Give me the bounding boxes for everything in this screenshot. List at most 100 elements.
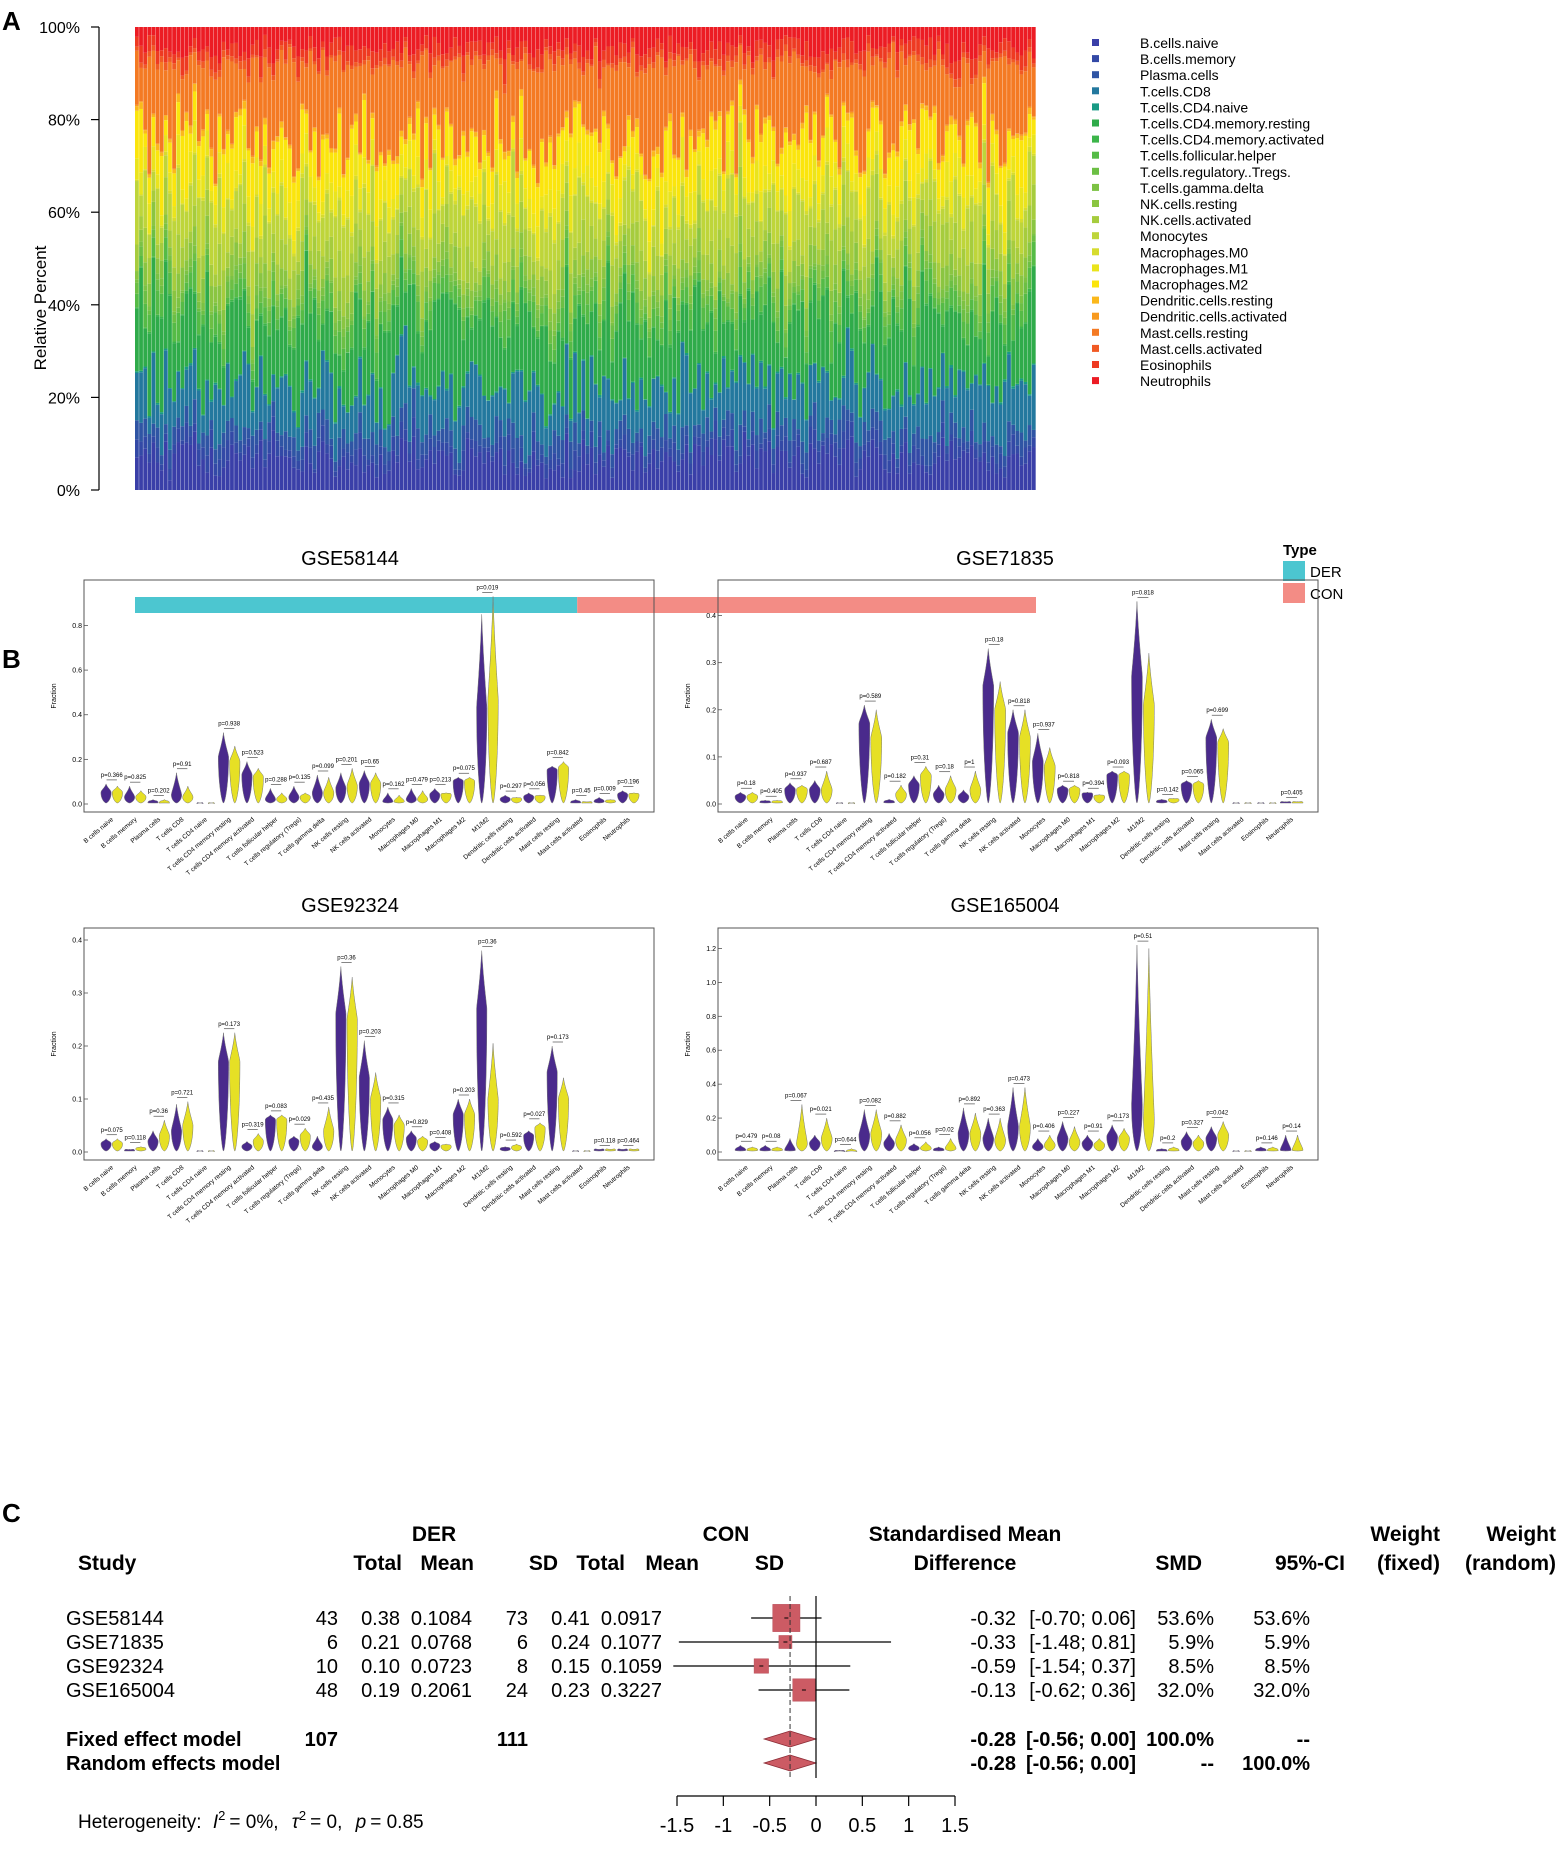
- segment-nk-cells-resting: [188, 242, 193, 259]
- segment-mast-cells-activated: [238, 61, 243, 70]
- segment-neutrophils: [258, 27, 263, 57]
- segment-plasma-cells: [465, 406, 470, 433]
- segment-t-cells-follicular-helper: [345, 331, 350, 353]
- segment-nk-cells-activated: [494, 239, 499, 255]
- segment-macrophages-m1: [837, 204, 842, 225]
- segment-t-cells-follicular-helper: [320, 300, 325, 324]
- segment-dendritic-cells-activated: [651, 150, 656, 152]
- segment-t-cells-regulatory--tregs-: [370, 263, 375, 271]
- segment-dendritic-cells-resting: [614, 177, 619, 180]
- segment-t-cells-regulatory--tregs-: [746, 266, 751, 272]
- sample-bar: [709, 27, 714, 490]
- sample-bar: [965, 27, 970, 490]
- segment-t-cells-cd4-memory-resting: [279, 317, 284, 377]
- segment-mast-cells-activated: [969, 78, 974, 85]
- segment-neutrophils: [597, 27, 602, 62]
- segment-dendritic-cells-resting: [606, 124, 610, 129]
- segment-plasma-cells: [135, 420, 139, 440]
- sample-bar: [821, 27, 825, 490]
- segment-nk-cells-activated: [449, 243, 453, 268]
- segment-t-cells-cd8: [734, 382, 739, 451]
- segment-mast-cells-activated: [234, 58, 238, 64]
- segment-mast-cells-activated: [300, 57, 305, 62]
- segment-t-cells-cd4-memory-resting: [358, 299, 362, 357]
- segment-t-cells-regulatory--tregs-: [1011, 309, 1015, 315]
- segment-nk-cells-resting: [614, 293, 619, 302]
- segment-nk-cells-resting: [738, 215, 743, 244]
- sample-bar: [854, 27, 858, 490]
- sample-bar: [874, 27, 879, 490]
- segment-nk-cells-activated: [333, 277, 338, 308]
- segment-plasma-cells: [329, 438, 334, 446]
- segment-nk-cells-activated: [659, 274, 664, 296]
- segment-neutrophils: [205, 27, 210, 47]
- segment-mast-cells-activated: [771, 77, 776, 80]
- segment-monocytes: [519, 174, 524, 202]
- segment-neutrophils: [936, 27, 941, 36]
- segment-t-cells-follicular-helper: [453, 285, 458, 304]
- segment-t-cells-follicular-helper: [308, 290, 313, 313]
- segment-t-cells-follicular-helper: [498, 321, 503, 338]
- segment-t-cells-follicular-helper: [217, 323, 222, 342]
- segment-macrophages-m2: [916, 154, 920, 174]
- segment-nk-cells-resting: [544, 280, 548, 295]
- segment-monocytes: [292, 256, 296, 271]
- segment-macrophages-m0: [242, 159, 247, 162]
- segment-t-cells-gamma-delta: [1011, 304, 1015, 310]
- sample-bar: [746, 27, 751, 490]
- segment-macrophages-m1: [523, 188, 528, 208]
- segment-b-cells-naive: [614, 448, 619, 490]
- segment-mast-cells-activated: [738, 43, 743, 46]
- segment-dendritic-cells-activated: [812, 111, 817, 113]
- segment-macrophages-m2: [337, 113, 342, 187]
- segment-mast-cells-activated: [907, 54, 912, 57]
- segment-b-cells-memory: [151, 436, 156, 443]
- sample-bar: [341, 27, 346, 490]
- segment-macrophages-m2: [403, 144, 408, 168]
- segment-macrophages-m2: [209, 156, 214, 191]
- segment-t-cells-cd4-naive: [854, 382, 858, 385]
- segment-t-cells-cd4-memory-resting: [151, 257, 156, 352]
- segment-monocytes: [577, 177, 582, 243]
- segment-nk-cells-resting: [858, 279, 863, 298]
- segment-t-cells-cd4-memory-resting: [411, 284, 416, 367]
- segment-macrophages-m2: [535, 187, 540, 227]
- segment-mast-cells-resting: [891, 42, 896, 144]
- panel-letter-a: A: [2, 6, 21, 36]
- sample-bar: [258, 27, 263, 490]
- segment-dendritic-cells-resting: [395, 156, 400, 164]
- segment-t-cells-gamma-delta: [767, 254, 772, 258]
- segment-nk-cells-activated: [453, 232, 458, 247]
- segment-b-cells-memory: [792, 440, 796, 456]
- segment-t-cells-gamma-delta: [192, 245, 197, 254]
- sample-bar: [168, 27, 172, 490]
- segment-b-cells-naive: [242, 454, 247, 490]
- segment-t-cells-cd8: [705, 373, 710, 418]
- segment-t-cells-gamma-delta: [982, 225, 987, 229]
- segment-nk-cells-activated: [837, 250, 842, 293]
- segment-b-cells-naive: [407, 461, 412, 490]
- segment-t-cells-cd4-memory-activated: [870, 305, 875, 307]
- segment-macrophages-m0: [527, 227, 532, 231]
- sample-bar: [763, 27, 768, 490]
- segment-t-cells-cd4-memory-resting: [147, 333, 152, 416]
- segment-t-cells-cd4-memory-activated: [469, 327, 474, 330]
- sample-bar: [498, 27, 503, 490]
- segment-b-cells-memory: [825, 437, 830, 454]
- sample-bar: [829, 27, 834, 490]
- segment-macrophages-m0: [816, 219, 821, 223]
- segment-t-cells-gamma-delta: [783, 329, 788, 334]
- segment-b-cells-naive: [742, 431, 747, 490]
- segment-b-cells-memory: [312, 469, 317, 473]
- segment-t-cells-gamma-delta: [788, 299, 792, 306]
- segment-nk-cells-resting: [329, 258, 334, 281]
- segment-macrophages-m2: [862, 174, 867, 216]
- segment-t-cells-cd4-naive: [502, 388, 507, 390]
- segment-monocytes: [527, 230, 532, 257]
- segment-monocytes: [399, 177, 404, 195]
- segment-macrophages-m1: [965, 175, 970, 206]
- segment-eosinophils: [238, 56, 243, 62]
- sample-bar: [440, 27, 445, 490]
- segment-b-cells-memory: [630, 454, 635, 471]
- segment-t-cells-cd8: [854, 384, 858, 443]
